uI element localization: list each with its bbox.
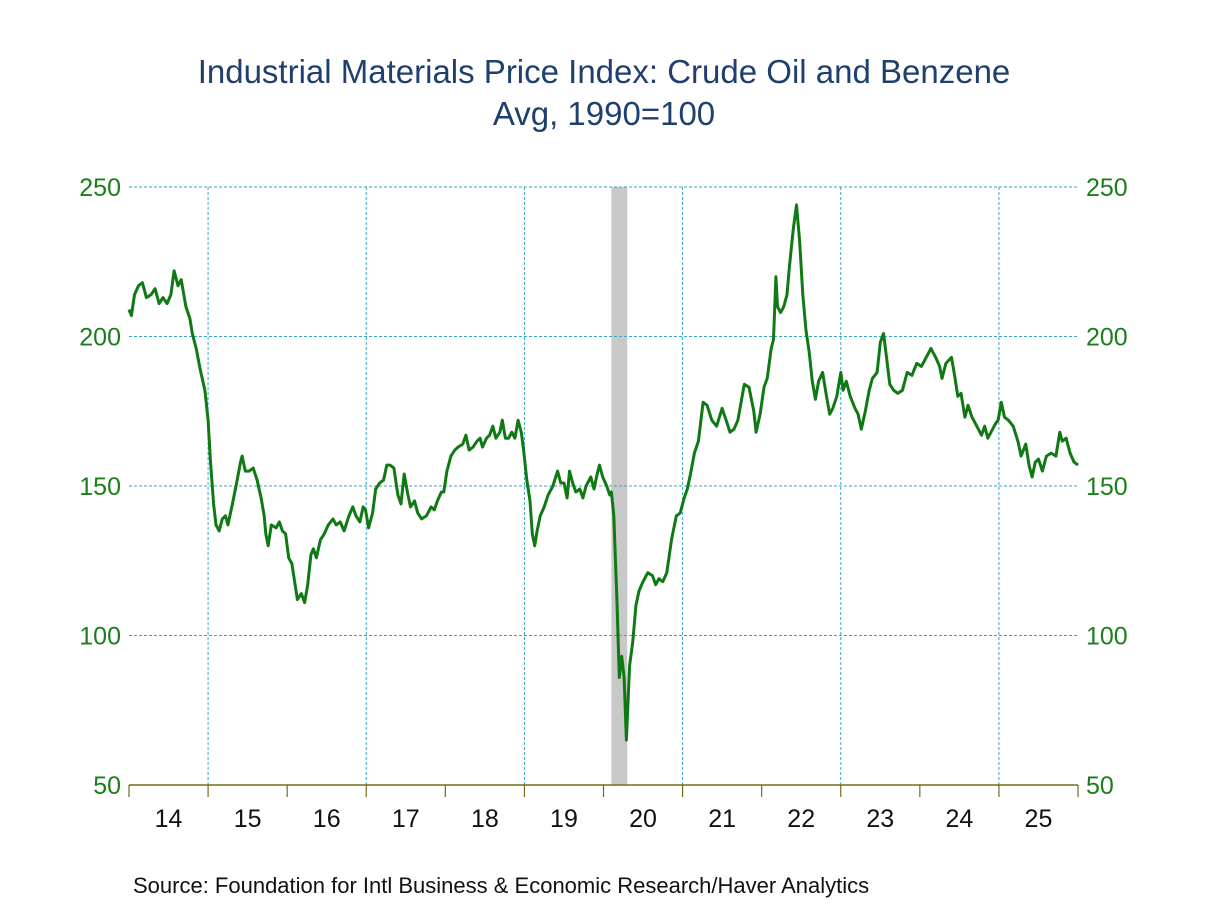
x-tick-label: 19 <box>550 805 578 833</box>
y-tick-label-left: 100 <box>79 623 121 651</box>
x-tick-label: 24 <box>945 805 973 833</box>
chart-title: Industrial Materials Price Index: Crude … <box>197 53 1011 90</box>
x-tick-label: 17 <box>392 805 420 833</box>
x-tick-label: 21 <box>708 805 736 833</box>
x-tick-label: 16 <box>313 805 341 833</box>
x-tick-label: 15 <box>234 805 262 833</box>
x-tick-label: 14 <box>155 805 183 833</box>
y-axis-left: 50 100 150 200 250 <box>79 174 121 800</box>
y-tick-label-right: 150 <box>1086 473 1128 501</box>
source-note: Source: Foundation for Intl Business & E… <box>133 873 870 898</box>
series-line-crude-oil-benzene <box>127 203 1079 742</box>
series-layer <box>127 203 1079 742</box>
gridlines <box>129 186 1078 785</box>
y-tick-label-right: 100 <box>1086 623 1128 651</box>
y-tick-label-right: 50 <box>1086 772 1114 800</box>
y-tick-label-left: 150 <box>79 473 121 501</box>
x-tick-labels: 14 15 16 17 18 19 20 21 22 23 24 25 <box>155 805 1053 833</box>
x-tick-label: 23 <box>866 805 894 833</box>
y-tick-label-left: 200 <box>79 324 121 352</box>
y-tick-label-left: 50 <box>93 772 121 800</box>
x-tick-label: 20 <box>629 805 657 833</box>
x-axis <box>128 784 1079 797</box>
x-tick-label: 18 <box>471 805 499 833</box>
y-tick-label-left: 250 <box>79 174 121 202</box>
y-tick-label-right: 200 <box>1086 324 1128 352</box>
x-tick-label: 22 <box>787 805 815 833</box>
chart-subtitle: Avg, 1990=100 <box>492 95 716 132</box>
y-axis-right: 50 100 150 200 250 <box>1086 174 1128 800</box>
x-tick-label: 25 <box>1025 805 1053 833</box>
y-tick-label-right: 250 <box>1086 174 1128 202</box>
